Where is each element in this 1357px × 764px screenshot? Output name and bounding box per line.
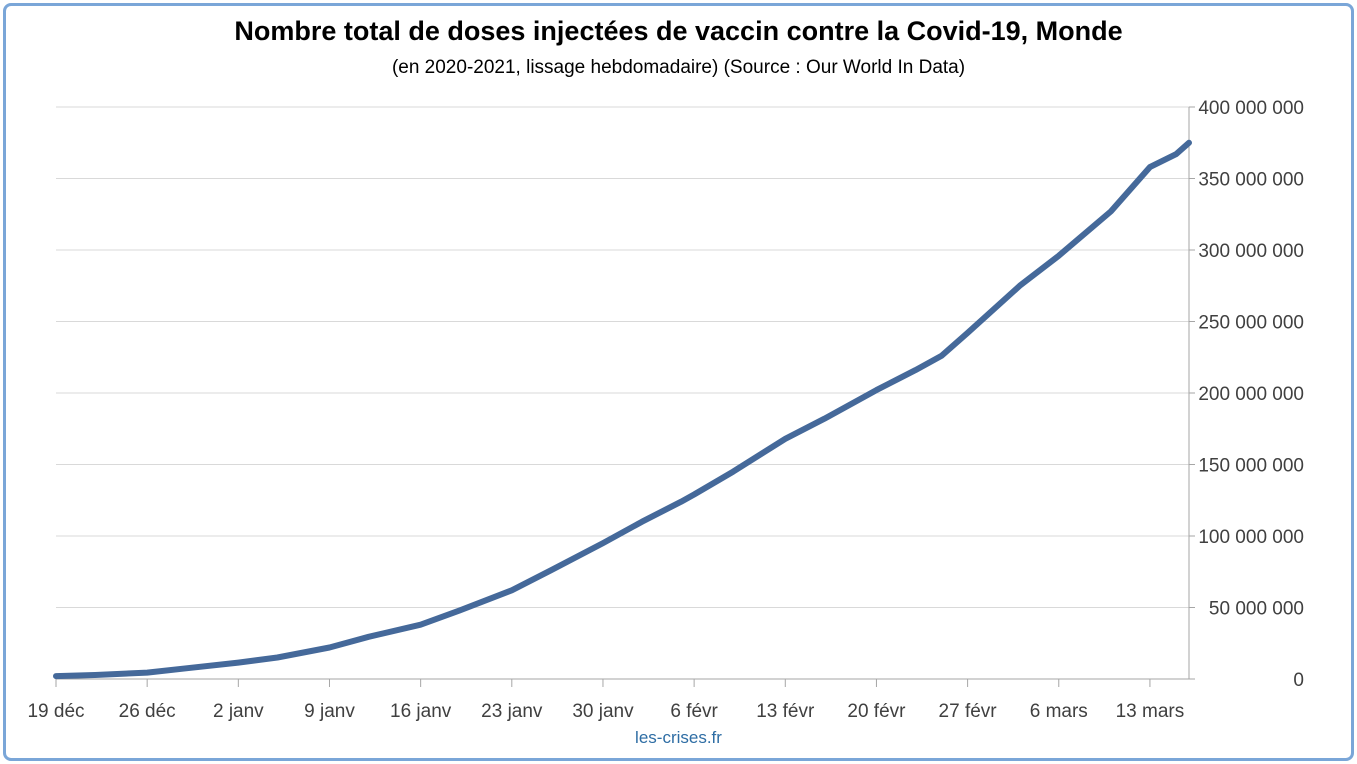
x-tick-label: 23 janv	[481, 701, 543, 722]
x-tick-label: 9 janv	[304, 701, 355, 722]
y-tick-label: 350 000 000	[1198, 170, 1304, 191]
x-tick-label: 20 févr	[847, 701, 906, 722]
series-line-doses	[53, 139, 1192, 680]
chart-frame	[3, 3, 1354, 761]
y-tick-label: 50 000 000	[1209, 599, 1304, 620]
x-tick-label: 30 janv	[572, 701, 634, 722]
x-tick-label: 13 mars	[1116, 701, 1185, 722]
x-tick-label: 6 févr	[670, 701, 718, 722]
chart-title: Nombre total de doses injectées de vacci…	[234, 16, 1123, 46]
x-tick-label: 26 déc	[119, 701, 176, 722]
x-tick-label: 19 déc	[27, 701, 84, 722]
y-tick-label: 100 000 000	[1198, 527, 1304, 548]
x-tick-label: 13 févr	[756, 701, 815, 722]
y-tick-label: 300 000 000	[1198, 241, 1304, 262]
y-tick-label: 150 000 000	[1198, 456, 1304, 477]
gridlines	[56, 106, 1189, 608]
y-tick-label: 0	[1293, 670, 1304, 691]
source-credit: les-crises.fr	[635, 728, 722, 747]
x-axis-labels: 19 déc 26 déc 2 janv 9 janv 16 janv 23 janv 30…	[27, 701, 1184, 722]
y-axis-labels: 0 50 000 000 100 000 000 150 000 000 200 000…	[1198, 98, 1304, 691]
x-tick-label: 16 janv	[390, 701, 452, 722]
y-tick-label: 250 000 000	[1198, 313, 1304, 334]
y-tick-label: 200 000 000	[1198, 384, 1304, 405]
x-tick-label: 27 févr	[939, 701, 998, 722]
x-tick-label: 2 janv	[213, 701, 264, 722]
series-layer	[53, 139, 1192, 680]
y-tick-label: 400 000 000	[1198, 98, 1304, 119]
x-tick-label: 6 mars	[1030, 701, 1088, 722]
axes	[55, 106, 1195, 687]
chart-subtitle: (en 2020-2021, lissage hebdomadaire) (So…	[391, 57, 966, 78]
